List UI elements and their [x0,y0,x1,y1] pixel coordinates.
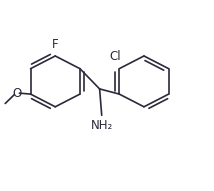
Text: F: F [52,38,59,51]
Text: Cl: Cl [109,50,121,63]
Text: NH₂: NH₂ [91,119,113,132]
Text: O: O [12,87,21,100]
